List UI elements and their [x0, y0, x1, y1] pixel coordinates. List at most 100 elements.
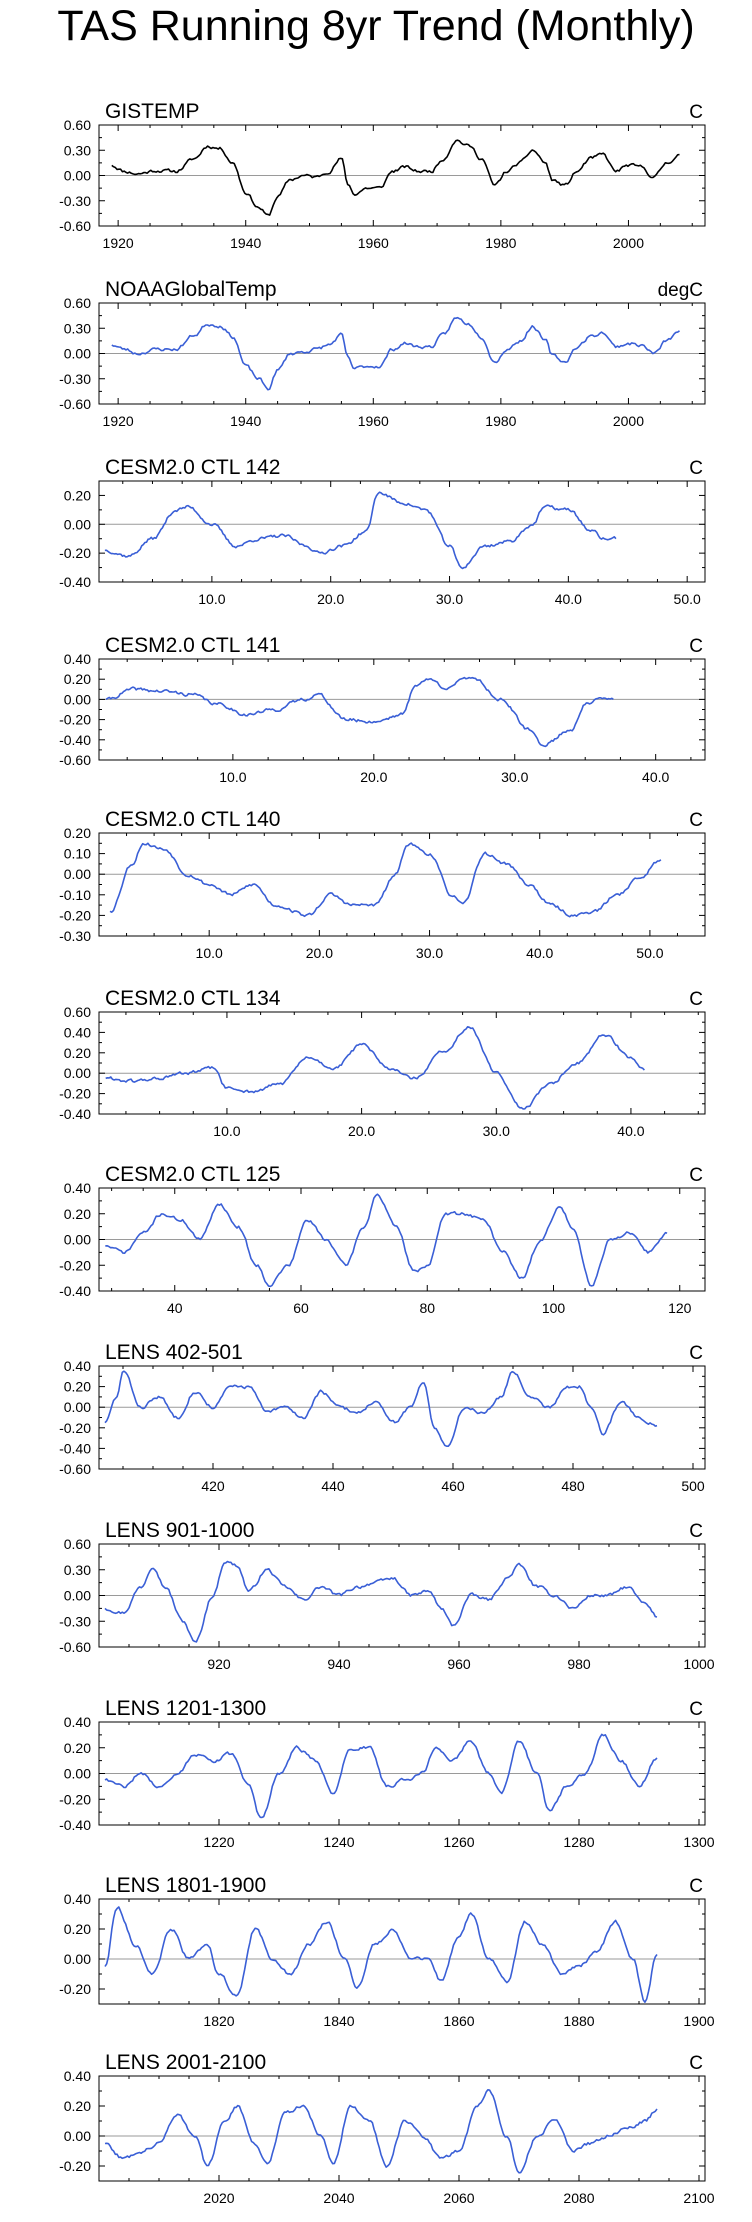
x-tick-label: 1940 [230, 413, 261, 429]
y-tick-label: -0.20 [59, 1257, 91, 1273]
y-tick-label: 0.20 [64, 1379, 91, 1395]
chart-units: C [689, 989, 703, 1010]
plot-frame [98, 1543, 706, 1648]
series-line [104, 1560, 658, 1643]
chart-title: LENS 901-1000 [105, 1519, 254, 1542]
chart-title: CESM2.0 CTL 134 [105, 987, 281, 1010]
y-tick-label: 0.20 [64, 1740, 91, 1756]
x-tick-label: 20.0 [348, 1123, 375, 1139]
chart-units: C [689, 1699, 703, 1720]
chart-title: LENS 2001-2100 [105, 2051, 266, 2074]
x-tick-label: 1880 [563, 2013, 594, 2029]
x-tick-label: 2060 [443, 2190, 474, 2206]
series-line [105, 1026, 645, 1110]
y-tick-label: -0.60 [59, 752, 91, 768]
x-tick-label: 40.0 [526, 945, 553, 961]
chart-panel: GISTEMP C 0.60 0.30 0.00 -0.30 -0.60 1920 1940 19… [59, 100, 706, 251]
chart-title: LENS 1801-1900 [105, 1874, 266, 1897]
series-line [104, 1733, 658, 1819]
x-tick-label: 940 [327, 1656, 351, 1672]
x-tick-label: 1960 [358, 235, 389, 251]
x-tick-label: 2040 [323, 2190, 354, 2206]
chart-title: GISTEMP [105, 100, 200, 123]
x-tick-label: 460 [441, 1478, 465, 1494]
x-tick-label: 40 [167, 1300, 183, 1316]
x-tick-label: 1000 [683, 1656, 714, 1672]
x-tick-label: 1960 [358, 413, 389, 429]
y-tick-label: -0.30 [59, 193, 91, 209]
x-tick-label: 40.0 [555, 591, 582, 607]
chart-title: NOAAGlobalTemp [105, 278, 277, 301]
y-tick-label: 0.10 [64, 846, 91, 862]
chart-units: C [689, 1165, 703, 1186]
series-line [104, 2089, 658, 2174]
y-tick-label: 0.20 [64, 1045, 91, 1061]
chart-units: C [689, 102, 703, 123]
plot-frame [98, 480, 706, 583]
x-tick-label: 1260 [443, 1834, 474, 1850]
chart-panel: LENS 1801-1900 C 0.40 0.20 0.00 -0.20 1820 1840… [59, 1874, 715, 2029]
main-title: TAS Running 8yr Trend (Monthly) [57, 2, 695, 50]
y-tick-label: 0.40 [64, 1180, 91, 1196]
chart-panel: LENS 901-1000 C 0.60 0.30 0.00 -0.30 -0.60 920 9… [59, 1519, 715, 1672]
x-tick-label: 1860 [443, 2013, 474, 2029]
chart-units: C [689, 636, 703, 657]
y-tick-label: 0.60 [64, 117, 91, 133]
series-line [111, 316, 680, 391]
y-tick-label: 0.40 [64, 2068, 91, 2084]
chart-title: LENS 402-501 [105, 1341, 243, 1364]
chart-panel: CESM2.0 CTL 141 C 0.40 0.20 0.00 -0.20 -0.40 -0… [59, 634, 706, 785]
x-tick-label: 2000 [613, 413, 644, 429]
y-tick-label: -0.40 [59, 732, 91, 748]
y-tick-label: -0.30 [59, 1613, 91, 1629]
y-tick-label: -0.20 [59, 907, 91, 923]
y-tick-label: 0.20 [64, 2098, 91, 2114]
chart-units: degC [658, 280, 703, 301]
y-tick-label: 0.00 [64, 1232, 91, 1248]
series-line [105, 1193, 668, 1288]
chart-units: C [689, 1521, 703, 1542]
chart-units: C [689, 458, 703, 479]
chart-panel: CESM2.0 CTL 125 C 0.40 0.20 0.00 -0.20 -0.40 40… [59, 1163, 706, 1316]
x-tick-label: 1920 [103, 413, 134, 429]
y-tick-label: 0.30 [64, 320, 91, 336]
plot-frame [98, 832, 706, 937]
x-tick-label: 30.0 [416, 945, 443, 961]
x-tick-label: 120 [668, 1300, 692, 1316]
x-tick-label: 2000 [613, 235, 644, 251]
y-tick-label: -0.40 [59, 1817, 91, 1833]
y-tick-label: 0.40 [64, 1891, 91, 1907]
x-tick-label: 10.0 [219, 769, 246, 785]
y-tick-label: 0.20 [64, 825, 91, 841]
y-tick-label: -0.20 [59, 1420, 91, 1436]
chart-title: CESM2.0 CTL 141 [105, 634, 280, 657]
plot-frame [98, 1011, 706, 1115]
x-tick-label: 40.0 [642, 769, 669, 785]
chart-units: C [689, 810, 703, 831]
series-line [111, 139, 680, 216]
x-tick-label: 10.0 [213, 1123, 240, 1139]
x-tick-label: 1300 [683, 1834, 714, 1850]
x-tick-label: 10.0 [196, 945, 223, 961]
y-tick-label: 0.00 [64, 516, 91, 532]
chart-units: C [689, 1343, 703, 1364]
x-tick-label: 1920 [103, 235, 134, 251]
y-tick-label: 0.00 [64, 1399, 91, 1415]
x-tick-label: 440 [321, 1478, 345, 1494]
y-tick-label: 0.40 [64, 1024, 91, 1040]
y-tick-label: 0.30 [64, 142, 91, 158]
y-tick-label: -0.40 [59, 1106, 91, 1122]
y-tick-label: 0.20 [64, 1921, 91, 1937]
chart-panel: LENS 2001-2100 C 0.40 0.20 0.00 -0.20 2020 2040… [59, 2051, 715, 2206]
y-tick-label: -0.30 [59, 371, 91, 387]
x-tick-label: 40.0 [617, 1123, 644, 1139]
y-tick-label: 0.00 [64, 1588, 91, 1604]
x-tick-label: 920 [207, 1656, 231, 1672]
plot-frame [98, 2075, 706, 2182]
chart-panel: CESM2.0 CTL 142 C 0.20 0.00 -0.20 -0.40 10.0 20… [59, 456, 706, 607]
chart-title: CESM2.0 CTL 142 [105, 456, 280, 479]
chart-units: C [689, 1876, 703, 1897]
y-tick-label: -0.60 [59, 218, 91, 234]
y-tick-label: 0.00 [64, 2128, 91, 2144]
